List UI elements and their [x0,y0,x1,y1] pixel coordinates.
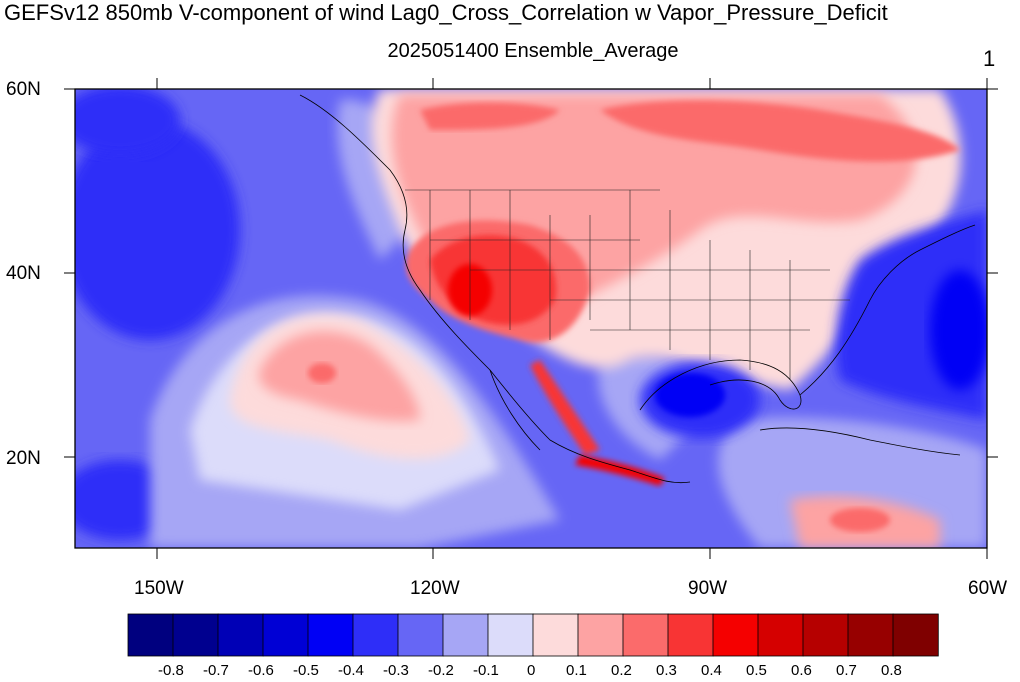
lon-label-90w: 90W [688,578,728,599]
panel-number: 1 [983,46,996,71]
colorbar-swatch [847,613,894,657]
colorbar-swatch [757,613,804,657]
colorbar-label: -0.1 [473,662,499,679]
colorbar-label: -0.7 [203,662,229,679]
figure-title: GEFSv12 850mb V-component of wind Lag0_C… [4,0,888,25]
colorbar-swatch [172,613,219,657]
lat-label-20n: 20N [6,448,41,469]
colorbar-label: 0.4 [701,662,722,679]
colorbar-label: 0.5 [746,662,767,679]
coastlines [299,94,976,484]
colorbar-swatch [397,613,444,657]
colorbar [127,613,939,657]
colorbar-label: 0 [527,662,536,679]
correlation-field [75,89,987,548]
colorbar-swatch [892,613,939,657]
colorbar-swatch [712,613,759,657]
colorbar-label: -0.8 [158,662,184,679]
colorbar-swatch [487,613,534,657]
colorbar-swatch [127,613,174,657]
colorbar-label: -0.6 [248,662,274,679]
colorbar-swatch [667,613,714,657]
figure-subtitle: 2025051400 Ensemble_Average [387,40,679,62]
colorbar-swatch [442,613,489,657]
colorbar-label: 0.1 [566,662,587,679]
colorbar-swatch [262,613,309,657]
lon-label-150w: 150W [134,578,184,599]
map-frame [74,88,988,549]
colorbar-label: 0.2 [611,662,632,679]
colorbar-swatch [577,613,624,657]
colorbar-swatch [802,613,849,657]
colorbar-label: -0.2 [428,662,454,679]
colorbar-label: -0.4 [338,662,364,679]
lat-label-60n: 60N [6,79,41,100]
axis-ticks [64,78,998,559]
colorbar-swatch [622,613,669,657]
colorbar-label: -0.3 [383,662,409,679]
colorbar-label: 0.3 [656,662,677,679]
colorbar-swatch [352,613,399,657]
lat-label-40n: 40N [6,263,41,284]
colorbar-label: 0.6 [791,662,812,679]
colorbar-label: 0.8 [881,662,902,679]
colorbar-label: -0.5 [293,662,319,679]
colorbar-label: 0.7 [836,662,857,679]
colorbar-swatch [307,613,354,657]
colorbar-swatch [532,613,579,657]
lon-label-60w: 60W [968,578,1008,599]
political-boundaries [405,189,850,380]
colorbar-swatch [217,613,264,657]
lon-label-120w: 120W [410,578,460,599]
